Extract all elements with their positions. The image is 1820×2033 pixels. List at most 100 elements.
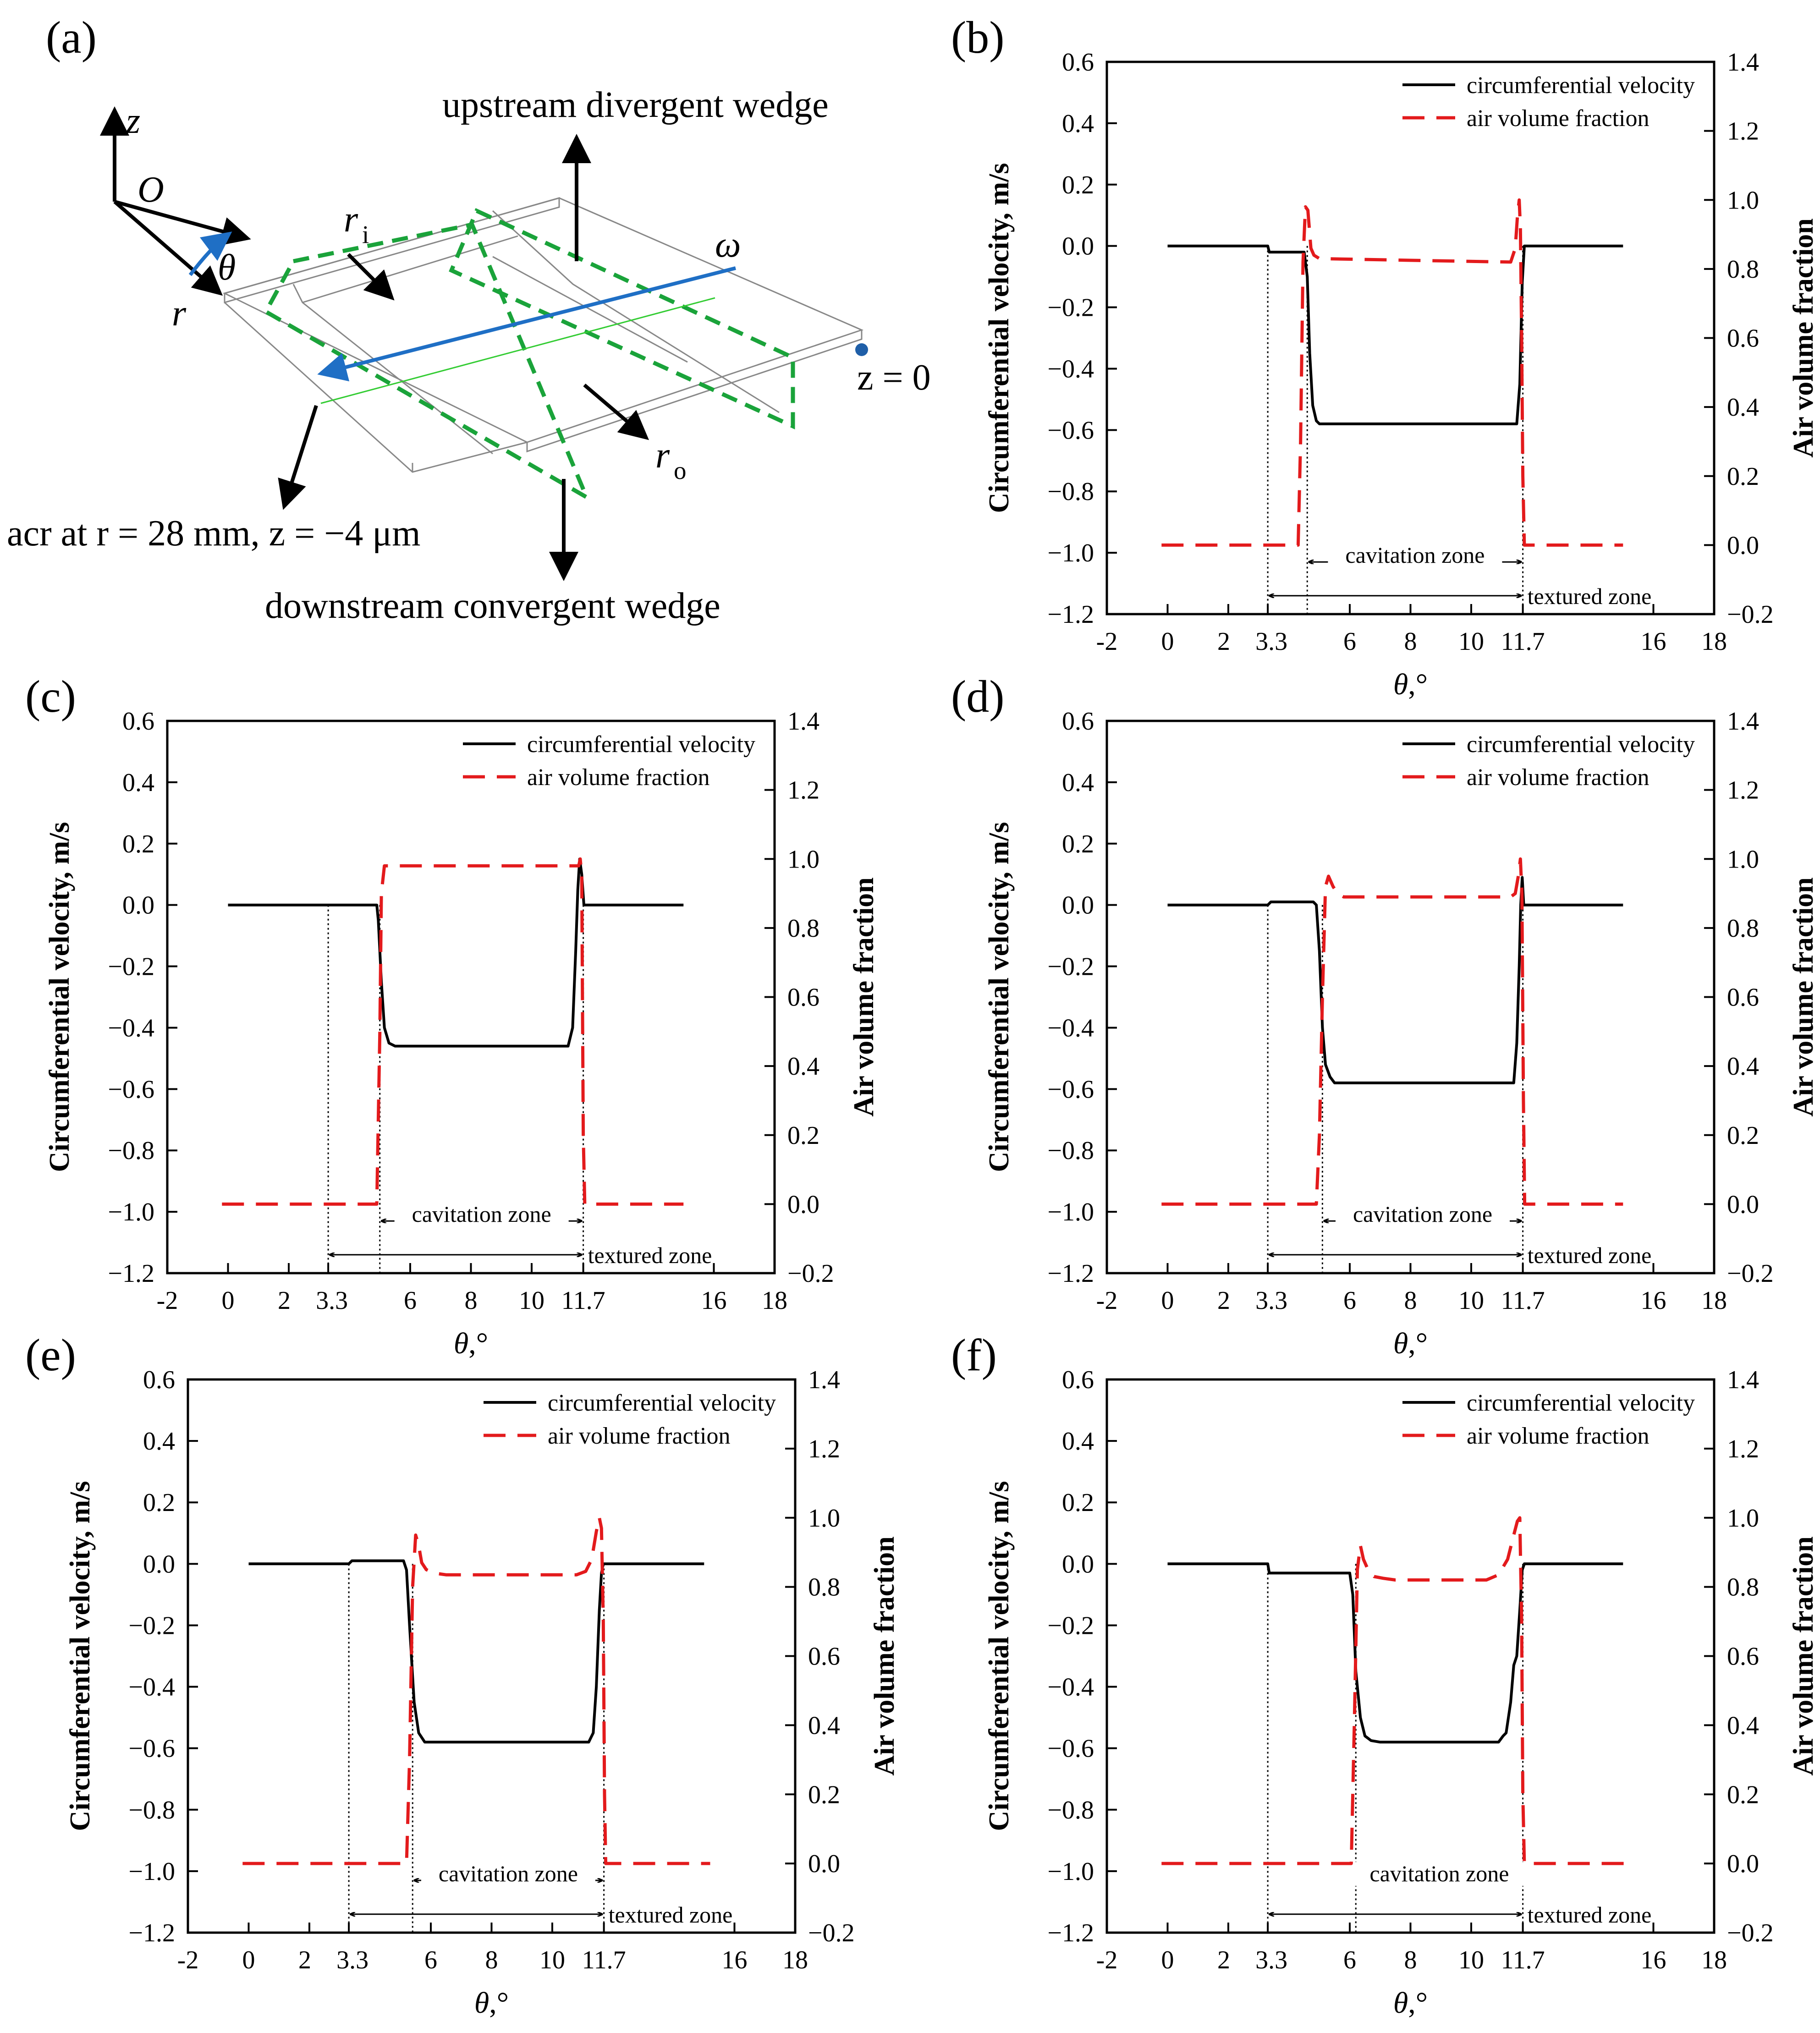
y2-tick-label: 0.0 — [1727, 531, 1759, 560]
y-axis-label: Circumferential velocity, m/s — [44, 822, 75, 1172]
textured-zone-label: textured zone — [588, 1242, 712, 1268]
air-volume-fraction-line — [1161, 198, 1623, 547]
circumferential-velocity-line — [1167, 1562, 1623, 1744]
y2-tick-label: 1.2 — [787, 776, 819, 805]
y2-tick-label: −0.2 — [787, 1259, 834, 1288]
x-tick-label: 8 — [1404, 1946, 1417, 1974]
x-tick-label: 0 — [242, 1946, 255, 1974]
y-tick-label: −0.6 — [1047, 1735, 1094, 1763]
y-tick-label: −0.2 — [1047, 294, 1094, 322]
y-tick-label: 0.6 — [1062, 48, 1094, 77]
y2-tick-label: 0.4 — [787, 1052, 819, 1081]
x-tick-label: -2 — [1096, 627, 1118, 656]
y-tick-label: 0.2 — [1062, 830, 1094, 858]
y-tick-label: 0.2 — [1062, 1489, 1094, 1517]
chart-e: (e) -2 0 2 3.3 6 8 10 11.7 16 18 0.6 0.4 0.2 0.0 −0.2 −0… — [25, 1330, 900, 2020]
legend-label-velocity: circumferential velocity — [527, 731, 755, 758]
y2-tick-label: −0.2 — [1727, 600, 1774, 629]
panel-label: (e) — [25, 1330, 76, 1380]
x-tick-label: 18 — [782, 1946, 808, 1974]
y2-tick-label: 0.2 — [1727, 1780, 1759, 1809]
rotation-arrow — [317, 266, 736, 382]
r-outer-label: r — [655, 435, 670, 476]
x-tick-label: 16 — [701, 1286, 727, 1315]
y-tick-label: −0.6 — [128, 1735, 175, 1763]
x-tick-label: 2 — [298, 1946, 311, 1974]
legend: circumferential velocity air volume fract… — [484, 1390, 776, 1449]
panel-label: (f) — [951, 1330, 997, 1380]
x-tick-label: 8 — [485, 1946, 498, 1974]
x-tick-label: 11.7 — [1501, 1286, 1545, 1315]
plot-frame — [1105, 720, 1716, 1275]
y2-tick-label: 0.8 — [1727, 914, 1759, 943]
y-tick-label: 0.0 — [122, 891, 154, 920]
y-tick-label: −1.0 — [108, 1198, 154, 1226]
legend-label-air: air volume fraction — [527, 764, 710, 791]
charts: (b) -2 0 2 3.3 6 8 10 11.7 16 18 0.6 0.4 0.2 0.0 −0.2 −0… — [25, 12, 1819, 2020]
legend-label-air: air volume fraction — [548, 1423, 731, 1449]
y-tick-label: 0.4 — [1062, 769, 1094, 797]
y2-tick-label: 0.8 — [1727, 1573, 1759, 1602]
x-tick-label: 0 — [1161, 1946, 1174, 1974]
x-tick-label: 3.3 — [336, 1946, 368, 1974]
x-tick-label: -2 — [177, 1946, 199, 1974]
x-tick-label: 3.3 — [1255, 1946, 1287, 1974]
r-inner-subscript: i — [362, 220, 369, 248]
y2-tick-label: 0.0 — [1727, 1190, 1759, 1219]
y2-tick-label: 0.6 — [1727, 1643, 1759, 1671]
y2-tick-label: 0.4 — [1727, 393, 1759, 422]
y-axis-label: Circumferential velocity, m/s — [984, 163, 1015, 513]
x-tick-label: 16 — [1641, 1946, 1666, 1974]
y-tick-label: −1.2 — [1047, 1259, 1094, 1288]
acr-arrow — [278, 405, 318, 510]
y2-tick-label: 0.6 — [808, 1643, 840, 1671]
omega-label: ω — [715, 225, 741, 265]
y2-tick-label: 1.2 — [1727, 117, 1759, 146]
y-tick-label: −1.2 — [1047, 600, 1094, 629]
y-tick-label: −0.2 — [1047, 1611, 1094, 1640]
x-tick-label: 8 — [1404, 627, 1417, 656]
x-tick-label: 8 — [1404, 1286, 1417, 1315]
panel-label: (d) — [951, 671, 1005, 722]
chart-d: (d) -2 0 2 3.3 6 8 10 11.7 16 18 0.6 0.4 0.2 0.0 −0.2 −0… — [951, 671, 1819, 1360]
theta-angle-arc — [188, 231, 232, 276]
y2-tick-label: 0.6 — [1727, 324, 1759, 353]
x-tick-label: 3.3 — [1255, 1286, 1287, 1315]
cavitation-label-bg — [394, 1203, 569, 1227]
x-tick-label: 6 — [1343, 627, 1356, 656]
y-tick-label: −1.2 — [1047, 1919, 1094, 1947]
theta-label: θ — [218, 247, 236, 288]
y2-tick-label: −0.2 — [1727, 1259, 1774, 1288]
x-tick-label: 3.3 — [316, 1286, 348, 1315]
x-tick-label: 2 — [278, 1286, 291, 1315]
r-outer-arrow — [583, 383, 649, 440]
cavitation-label-bg — [1328, 544, 1502, 568]
origin-label: O — [137, 170, 164, 210]
x-tick-label: 6 — [1343, 1286, 1356, 1315]
y-tick-label: 0.4 — [122, 769, 154, 797]
y-tick-label: 0.6 — [143, 1366, 175, 1394]
x-axis-label: θ,° — [1393, 1327, 1428, 1360]
cavitation-label-bg — [1352, 1862, 1527, 1886]
y-tick-label: −0.2 — [1047, 953, 1094, 981]
legend-label-velocity: circumferential velocity — [548, 1390, 776, 1416]
y2-tick-label: 0.2 — [1727, 1121, 1759, 1150]
x-tick-label: 18 — [762, 1286, 787, 1315]
x-tick-label: 10 — [539, 1946, 565, 1974]
z-zero-point — [855, 343, 868, 356]
y2-tick-label: 1.4 — [787, 707, 819, 736]
x-tick-label: 0 — [1161, 627, 1174, 656]
y-tick-label: 0.2 — [1062, 171, 1094, 199]
panel-label: (c) — [25, 671, 76, 722]
x-tick-label: 18 — [1701, 1286, 1727, 1315]
x-tick-label: -2 — [157, 1286, 178, 1315]
plot-frame — [187, 1378, 797, 1934]
x-tick-label: 2 — [1217, 1946, 1230, 1974]
textured-zone-label: textured zone — [1528, 1902, 1652, 1928]
air-volume-fraction-line — [222, 857, 684, 1206]
chart-f: (f) -2 0 2 3.3 6 8 10 11.7 16 18 0.6 0.4 0.2 0.0 −0.2 −0… — [951, 1330, 1819, 2020]
upstream-wedge-box — [449, 208, 795, 430]
legend-label-air: air volume fraction — [1467, 105, 1650, 132]
y2-tick-label: 1.2 — [1727, 776, 1759, 805]
